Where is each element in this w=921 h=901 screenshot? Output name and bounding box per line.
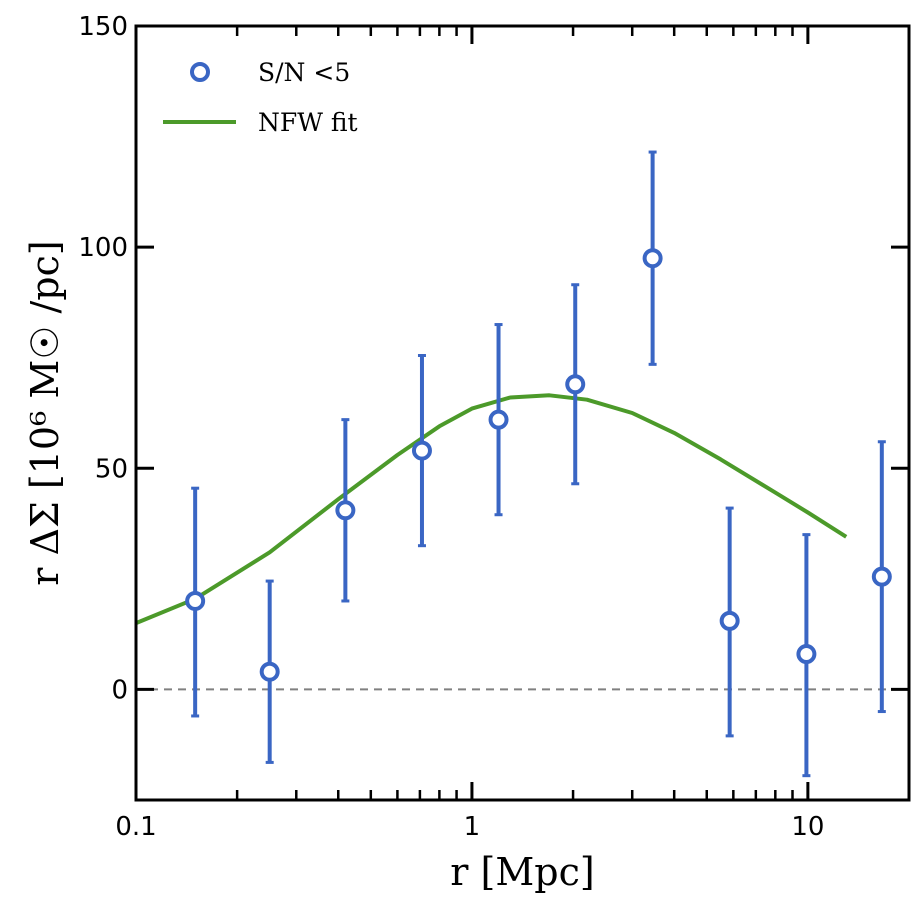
plot-frame — [134, 24, 911, 802]
data-marker — [565, 374, 586, 395]
data-point — [185, 486, 206, 718]
data-point — [259, 579, 280, 764]
data-point — [488, 323, 509, 517]
x-tick-label: 10 — [791, 812, 824, 842]
data-marker — [796, 644, 817, 665]
data-point — [796, 533, 817, 778]
legend-label-sn: S/N <5 — [258, 58, 350, 87]
x-tick-label: 1 — [464, 812, 481, 842]
data-point — [719, 506, 740, 738]
data-marker — [185, 590, 206, 611]
data-point — [565, 283, 586, 486]
y-tick-label: 150 — [78, 12, 128, 42]
data-marker — [719, 610, 740, 631]
axes-group — [134, 24, 911, 802]
data-point — [871, 440, 892, 714]
x-tick-label: 0.1 — [115, 812, 156, 842]
data-point — [411, 354, 432, 548]
y-tick-label: 100 — [78, 233, 128, 263]
data-point — [642, 150, 663, 366]
y-tick-label: 0 — [111, 675, 128, 705]
y-axis-label: r ΔΣ [10⁶ M☉ /pc] — [23, 240, 67, 585]
y-tick-label: 50 — [95, 454, 128, 484]
nfw-fit-group — [135, 393, 848, 625]
legend-marker-icon — [190, 62, 210, 82]
data-marker — [259, 661, 280, 682]
nfw-fit-line — [135, 393, 848, 625]
legend: S/N <5 NFW fit — [163, 58, 358, 137]
data-marker — [642, 248, 663, 269]
labels-group: r [Mpc] r ΔΣ [10⁶ M☉ /pc] — [23, 240, 595, 894]
data-marker — [335, 500, 356, 521]
data-points-group — [185, 150, 892, 778]
data-marker — [871, 566, 892, 587]
data-point — [335, 418, 356, 603]
x-axis-label: r [Mpc] — [450, 850, 594, 894]
legend-label-nfw: NFW fit — [258, 108, 358, 137]
data-marker — [488, 409, 509, 430]
data-marker — [411, 440, 432, 461]
